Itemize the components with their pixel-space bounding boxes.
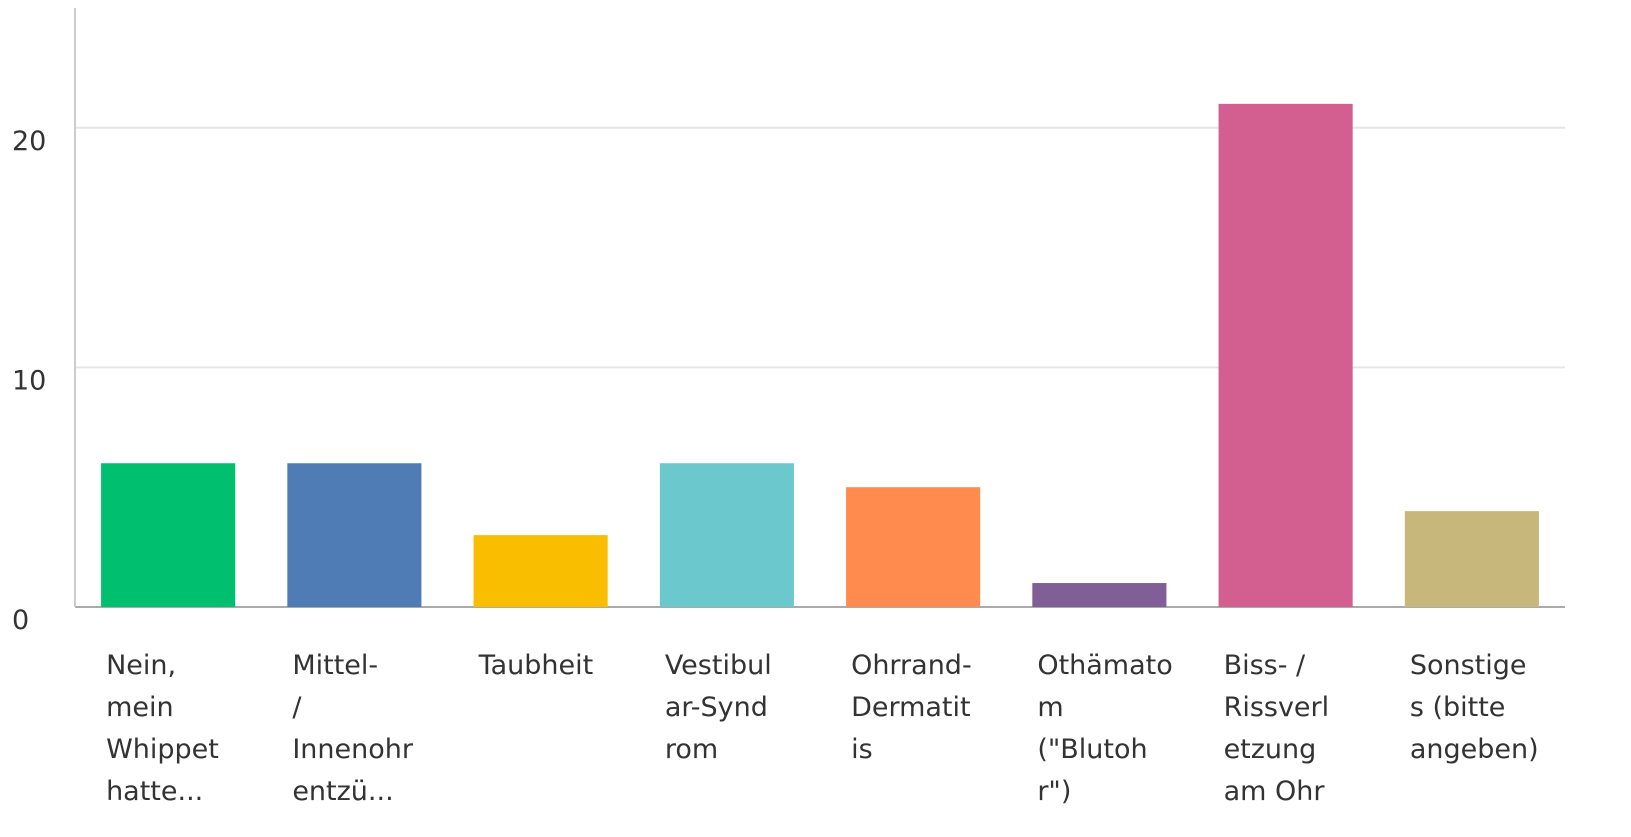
bar bbox=[1404, 511, 1539, 607]
x-tick-label-line: s (bitte bbox=[1410, 692, 1506, 723]
bar bbox=[846, 487, 981, 607]
x-tick-label-line: Ohrrand- bbox=[851, 650, 972, 681]
x-tick-label-line: Taubheit bbox=[478, 650, 594, 681]
x-tick-label-line: rom bbox=[665, 734, 718, 765]
y-tick-label: 10 bbox=[12, 365, 46, 396]
bar bbox=[1032, 583, 1167, 607]
x-tick-label: Biss- / Rissverl etzung am Ohr bbox=[1224, 650, 1330, 807]
x-tick-label: Ohrrand- Dermatit is bbox=[851, 650, 972, 765]
x-tick-label-line: angeben) bbox=[1410, 734, 1539, 765]
x-tick-label: Othämato m ("Blutoh r") bbox=[1037, 650, 1172, 807]
bar bbox=[287, 463, 422, 607]
x-tick-label-line: Whippet bbox=[106, 734, 219, 765]
x-tick-label-line: / bbox=[292, 692, 302, 723]
x-tick-label-line: mein bbox=[106, 692, 174, 723]
x-tick-label-line: am Ohr bbox=[1224, 776, 1326, 807]
x-tick-label: Sonstige s (bitte angeben) bbox=[1410, 650, 1539, 765]
x-tick-label: Vestibul ar-Synd rom bbox=[665, 650, 772, 765]
x-tick-label: Nein, mein Whippet hatte... bbox=[106, 650, 219, 807]
x-tick-label-line: r") bbox=[1037, 776, 1071, 807]
y-tick-label: 20 bbox=[12, 126, 46, 157]
x-tick-label-line: Nein, bbox=[106, 650, 176, 681]
x-tick-label-line: Biss- / bbox=[1224, 650, 1306, 681]
x-tick-label-line: ar-Synd bbox=[665, 692, 768, 723]
bar bbox=[659, 463, 794, 607]
x-tick-label-line: Dermatit bbox=[851, 692, 971, 723]
x-tick-label-line: etzung bbox=[1224, 734, 1317, 765]
x-tick-label: Mittel- / Innenohr entzü... bbox=[292, 650, 414, 807]
x-tick-label-line: Sonstige bbox=[1410, 650, 1527, 681]
x-tick-label-line: Vestibul bbox=[665, 650, 772, 681]
x-tick-label-line: hatte... bbox=[106, 776, 203, 807]
bar bbox=[473, 535, 608, 607]
bar bbox=[101, 463, 236, 607]
x-tick-label: Taubheit bbox=[478, 650, 594, 681]
x-tick-label-line: Innenohr bbox=[292, 734, 414, 765]
x-tick-label-line: Rissverl bbox=[1224, 692, 1330, 723]
x-tick-label-line: ("Blutoh bbox=[1037, 734, 1147, 765]
x-tick-label-line: m bbox=[1037, 692, 1063, 723]
y-tick-label: 0 bbox=[12, 605, 29, 636]
x-tick-label-line: Othämato bbox=[1037, 650, 1172, 681]
x-tick-label-line: is bbox=[851, 734, 873, 765]
x-tick-label-line: entzü... bbox=[292, 776, 393, 807]
bar bbox=[1218, 103, 1353, 607]
x-tick-label-line: Mittel- bbox=[292, 650, 378, 681]
